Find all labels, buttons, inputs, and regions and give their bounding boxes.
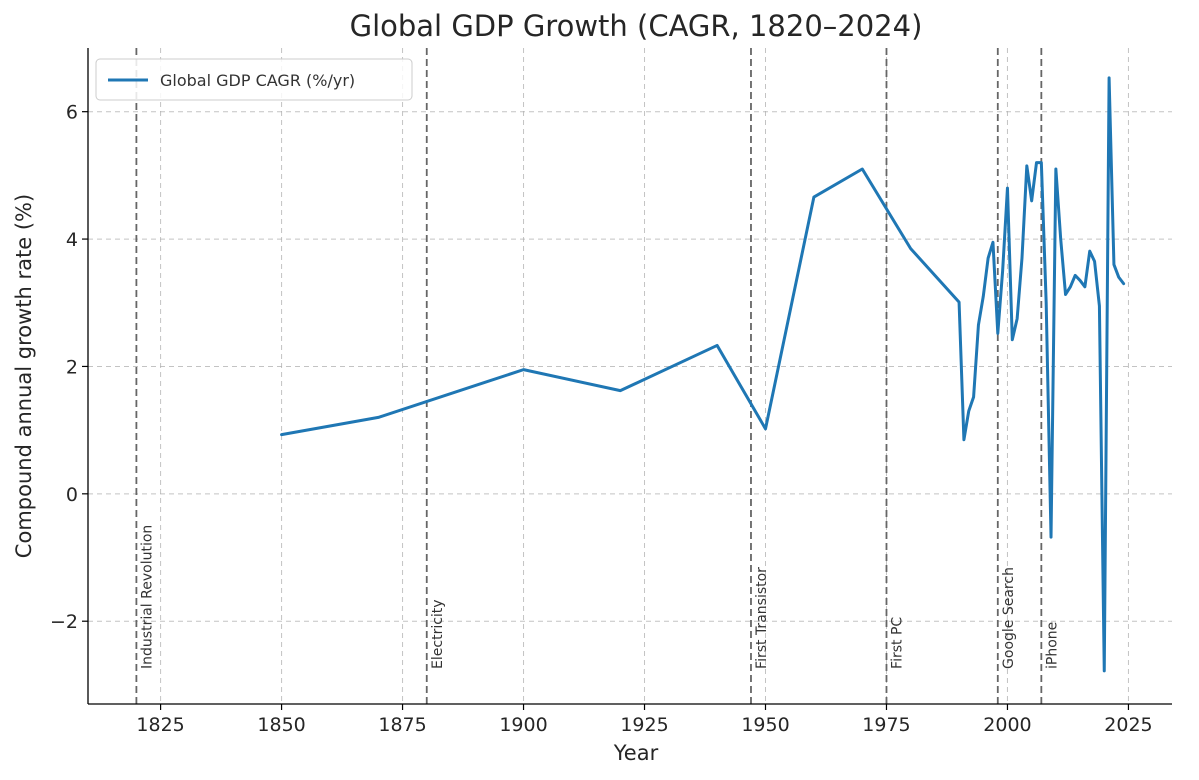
x-tick-label: 1975 <box>862 714 910 736</box>
legend-entry-label: Global GDP CAGR (%/yr) <box>160 71 355 90</box>
x-tick-label: 2000 <box>983 714 1031 736</box>
event-label: First PC <box>889 617 905 669</box>
grid <box>88 48 1172 704</box>
x-tick-label: 1925 <box>620 714 668 736</box>
series-line <box>280 76 1126 673</box>
x-tick-label: 1825 <box>136 714 184 736</box>
event-label: First Transistor <box>754 567 770 669</box>
y-tick-label: 6 <box>66 102 78 124</box>
x-tick-label: 1875 <box>378 714 426 736</box>
chart-title: Global GDP Growth (CAGR, 1820–2024) <box>350 9 923 43</box>
y-axis-label: Compound annual growth rate (%) <box>12 194 36 558</box>
y-tick-label: −2 <box>50 611 78 633</box>
legend: Global GDP CAGR (%/yr) <box>95 58 413 101</box>
series-layer <box>280 76 1126 673</box>
x-tick-label: 1850 <box>257 714 305 736</box>
event-label: Electricity <box>430 599 446 669</box>
x-axis-label: Year <box>613 741 659 765</box>
axes: 1825 1850 1875 1900 1925 1950 1975 2000 2025 −2 0 2… <box>50 48 1172 736</box>
event-markers: Industrial Revolution Electricity First Tr… <box>135 48 1060 704</box>
y-tick-label: 4 <box>66 229 78 251</box>
x-tick-label: 2025 <box>1104 714 1152 736</box>
y-tick-label: 0 <box>66 484 78 506</box>
x-tick-label: 1950 <box>741 714 789 736</box>
y-tick-label: 2 <box>66 356 78 378</box>
event-label: Industrial Revolution <box>139 525 155 669</box>
event-label: Google Search <box>1001 567 1017 669</box>
legend-box <box>95 58 413 101</box>
event-label: iPhone <box>1044 622 1060 669</box>
x-tick-label: 1900 <box>499 714 547 736</box>
